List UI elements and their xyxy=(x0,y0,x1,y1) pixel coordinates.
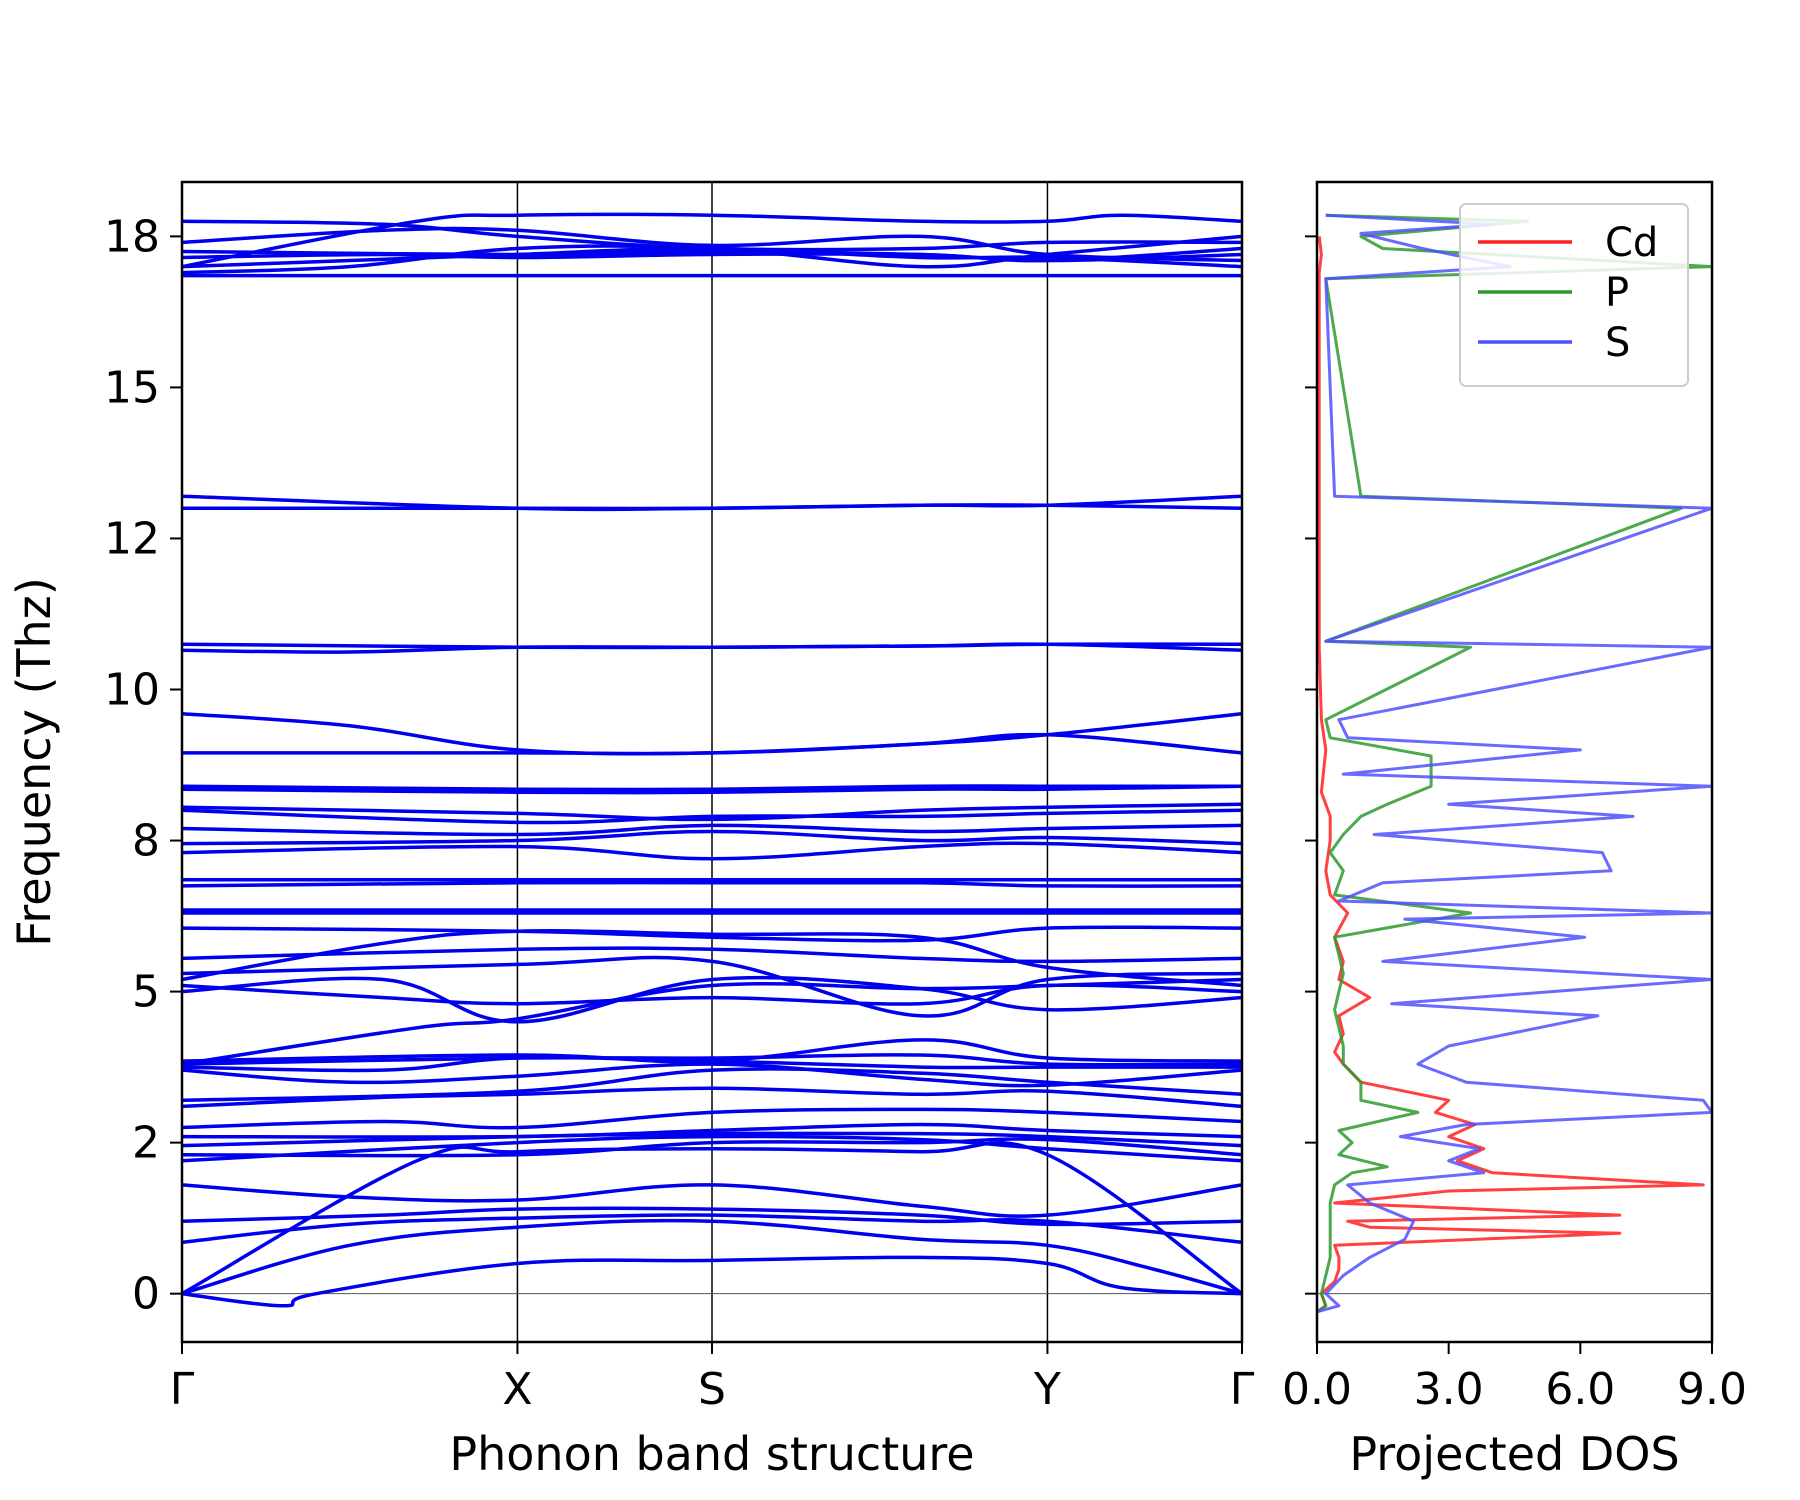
band-x-axis-label: Phonon band structure xyxy=(449,1427,974,1481)
y-tick-label: 8 xyxy=(132,816,160,867)
phonon-band xyxy=(181,784,1242,792)
phonon-band xyxy=(181,1134,1243,1163)
phonon-band xyxy=(181,249,1243,263)
phonon-band xyxy=(181,1122,1243,1139)
phonon-band xyxy=(181,1131,1243,1148)
phonon-band xyxy=(181,219,1243,252)
y-tick-label: 18 xyxy=(104,211,160,262)
phonon-band xyxy=(181,226,1243,263)
phonon-band xyxy=(181,841,1243,861)
kpoint-label: Γ xyxy=(170,1364,195,1415)
frequency-axis-ticks: 0 2 5 8 10 12 15 18 xyxy=(104,211,182,1320)
dos-x-axis-label: Projected DOS xyxy=(1349,1427,1679,1481)
band-structure-panel: 0 2 5 8 10 12 15 18 Γ X S Y Γ Phonon band structure… xyxy=(7,180,1255,1481)
phonon-band xyxy=(181,642,1243,654)
phonon-band xyxy=(181,802,1243,822)
band-lines xyxy=(181,212,1244,1308)
y-tick-label: 10 xyxy=(104,665,160,716)
phonon-band xyxy=(181,1062,1243,1088)
phonon-band xyxy=(181,975,1243,1024)
y-tick-label: 12 xyxy=(104,513,160,564)
dos-x-tick-label: 0.0 xyxy=(1282,1364,1352,1415)
dos-x-axis-ticks: 0.0 3.0 6.0 9.0 xyxy=(1282,1342,1747,1415)
phonon-band xyxy=(181,823,1243,837)
kpoint-label: Y xyxy=(1033,1364,1061,1415)
phonon-band xyxy=(181,1137,1243,1158)
kpoint-label: S xyxy=(698,1364,726,1415)
dos-x-tick-label: 3.0 xyxy=(1414,1364,1484,1415)
phonon-band xyxy=(181,1206,1243,1227)
dos-y-ticks xyxy=(1305,235,1317,1295)
y-tick-label: 15 xyxy=(104,362,160,413)
frequency-axis-label: Frequency (Thz) xyxy=(7,577,61,947)
phonon-band xyxy=(181,925,1243,943)
dos-x-tick-label: 9.0 xyxy=(1677,1364,1747,1415)
legend-label-p: P xyxy=(1605,270,1629,316)
legend-label-cd: Cd xyxy=(1605,220,1658,266)
phonon-band xyxy=(181,808,1243,825)
phonon-band xyxy=(181,955,1243,1018)
phonon-band xyxy=(181,1218,1243,1296)
phonon-band xyxy=(181,784,1243,795)
phonon-band xyxy=(181,1053,1243,1067)
phonon-band xyxy=(181,1141,1244,1296)
phonon-band xyxy=(182,503,1243,511)
phonon-band xyxy=(181,1067,1243,1103)
y-tick-label: 2 xyxy=(132,1118,160,1169)
dos-x-tick-label: 6.0 xyxy=(1545,1364,1615,1415)
phonon-band xyxy=(181,983,1243,1006)
phonon-band xyxy=(181,880,1243,888)
phonon-band xyxy=(181,1213,1243,1245)
kpoint-label: X xyxy=(502,1364,532,1415)
phonon-band xyxy=(181,946,1243,964)
y-tick-label: 0 xyxy=(132,1269,160,1320)
phonon-band xyxy=(181,1255,1243,1308)
dos-series-s xyxy=(1317,213,1712,1314)
legend-label-s: S xyxy=(1605,320,1630,366)
phonon-band xyxy=(181,1183,1243,1218)
phonon-band xyxy=(181,1107,1243,1130)
phonon-band xyxy=(181,711,1243,756)
phonon-band xyxy=(181,212,1243,269)
dos-series-p xyxy=(1317,213,1712,1314)
kpoint-label: Γ xyxy=(1230,1364,1255,1415)
y-tick-label: 5 xyxy=(132,967,160,1018)
dos-lines xyxy=(1317,213,1712,1314)
phonon-band xyxy=(181,829,1243,846)
phonon-band xyxy=(181,929,1243,988)
projected-dos-frame xyxy=(1315,180,1714,1344)
